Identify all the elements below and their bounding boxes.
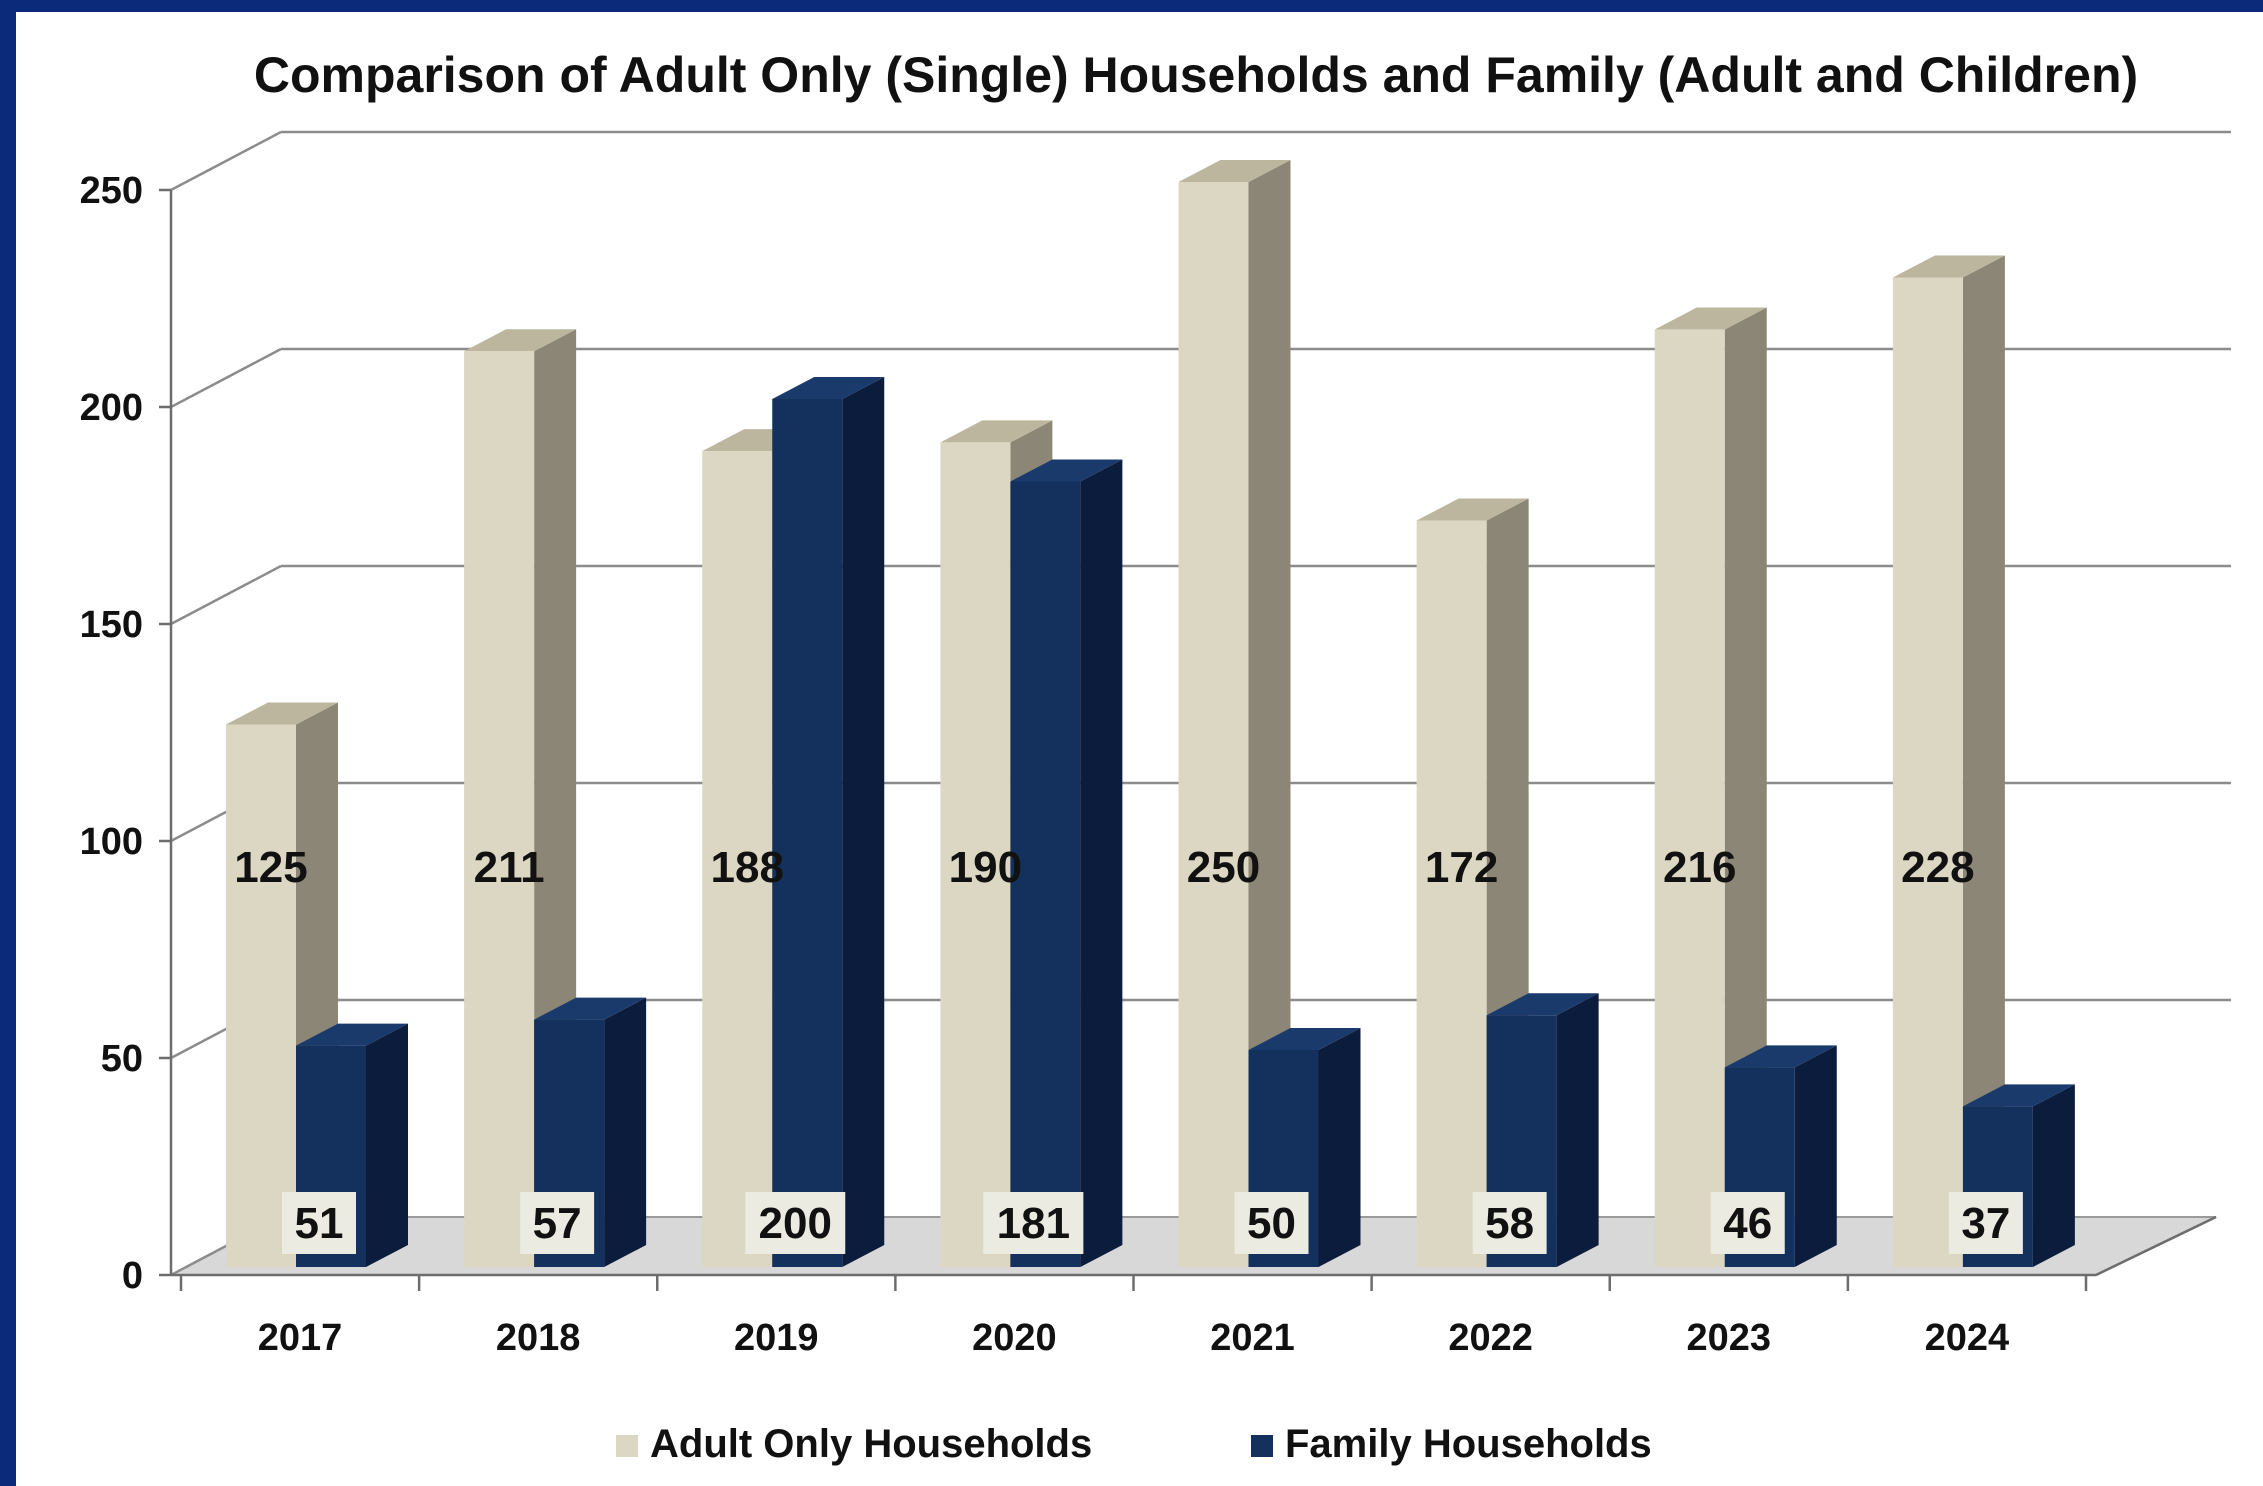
bar-family-side	[2032, 1084, 2075, 1267]
bar-adult-top	[226, 702, 338, 725]
data-label-adult: 216	[1663, 843, 1736, 892]
bar-family	[772, 399, 843, 1267]
bar-adult-top	[1416, 498, 1529, 521]
bar-family-side	[1080, 459, 1123, 1268]
bar-family-top	[1010, 459, 1123, 482]
x-tick-label: 2019	[734, 1317, 819, 1359]
bar-family-top	[1486, 993, 1599, 1016]
data-label-family: 46	[1723, 1199, 1772, 1248]
chart-svg: Comparison of Adult Only (Single) Househ…	[80, 47, 2231, 1466]
floor-edge	[2095, 1215, 2217, 1277]
bar-family-side	[1318, 1028, 1361, 1267]
y-tick-label: 200	[80, 387, 143, 429]
bar-family-top	[1724, 1045, 1837, 1068]
y-tick-label: 250	[80, 170, 143, 212]
x-tick-label: 2021	[1210, 1317, 1295, 1359]
legend-swatch	[616, 1435, 638, 1457]
bar-family-top	[1962, 1084, 2075, 1107]
bar-adult-side	[1962, 255, 2005, 1268]
bar-family-top	[296, 1023, 408, 1046]
legend: Adult Only Households Family Households	[616, 1422, 1652, 1466]
chart-frame: Comparison of Adult Only (Single) Househ…	[16, 12, 2263, 1486]
x-tick-label: 2017	[258, 1317, 343, 1359]
data-labels: 125 51 211 57 188 200 190 181 250 50 172 58 216 46 228…	[234, 843, 2023, 1254]
data-label-adult: 188	[711, 843, 784, 892]
data-label-box	[983, 1192, 1084, 1254]
chart-title: Comparison of Adult Only (Single) Househ…	[254, 47, 2138, 103]
data-label-family: 57	[533, 1199, 582, 1248]
bar-adult-side	[1724, 307, 1767, 1267]
bar-adult-top	[464, 329, 577, 352]
bar-adult-top	[1892, 255, 2005, 278]
bar-adult-top	[940, 420, 1053, 443]
bar-adult	[940, 442, 1011, 1267]
bar-family-side	[1556, 993, 1599, 1267]
data-label-box	[1234, 1192, 1309, 1254]
bar-family-side	[604, 997, 647, 1267]
bar-adult	[1416, 520, 1487, 1267]
x-tick-label: 2022	[1448, 1317, 1533, 1359]
data-label-adult: 125	[234, 843, 307, 892]
data-label-family: 58	[1485, 1199, 1534, 1248]
bar-family	[1010, 481, 1081, 1268]
y-tick-label: 150	[80, 604, 143, 646]
bar-family-top	[1248, 1028, 1361, 1050]
data-label-box	[1472, 1192, 1547, 1254]
data-label-family: 50	[1247, 1199, 1296, 1248]
x-tick-label: 2020	[972, 1317, 1057, 1359]
bar-family-side	[842, 377, 885, 1267]
legend-label: Family Households	[1285, 1422, 1652, 1466]
gridline-side	[170, 564, 282, 626]
data-label-family: 200	[759, 1199, 832, 1248]
data-label-box	[1710, 1192, 1785, 1254]
gridline-side	[170, 347, 282, 409]
legend-label: Adult Only Households	[650, 1422, 1092, 1466]
bar-family-side	[1794, 1045, 1837, 1267]
data-label-adult: 228	[1901, 843, 1974, 892]
data-label-adult: 211	[474, 843, 545, 892]
data-label-box	[282, 1192, 356, 1254]
bar-adult	[702, 451, 773, 1268]
data-label-adult: 172	[1425, 843, 1498, 892]
data-label-box	[520, 1192, 595, 1254]
bar-adult-top	[1654, 307, 1767, 330]
data-label-adult: 190	[949, 843, 1022, 892]
bar-family-top	[772, 377, 885, 399]
y-axis-ticks: 0 50 100 150 200 250	[80, 170, 173, 1297]
bar-adult	[1892, 277, 1963, 1268]
gridline-side	[170, 130, 282, 192]
bar-adult	[1178, 182, 1249, 1267]
bar-adult-top	[1178, 160, 1291, 182]
data-label-box	[1948, 1192, 2023, 1254]
x-tick-label: 2024	[1925, 1317, 2010, 1359]
x-axis-ticks: 2017 2018 2019 2020 2021 2022 2023 2024	[171, 1215, 2217, 1359]
bar-adult-side	[1248, 160, 1291, 1267]
bar-adult	[464, 351, 535, 1267]
data-label-box	[745, 1192, 846, 1254]
x-tick-label: 2018	[496, 1317, 581, 1359]
legend-swatch	[1251, 1435, 1273, 1457]
data-label-adult: 250	[1187, 843, 1260, 892]
y-tick-label: 50	[101, 1038, 143, 1080]
bar-adult	[1654, 329, 1725, 1267]
y-tick-label: 0	[122, 1255, 143, 1297]
y-tick-label: 100	[80, 821, 143, 863]
bar-adult	[226, 724, 296, 1267]
data-label-family: 51	[295, 1199, 344, 1248]
bars	[226, 160, 2075, 1268]
bar-family-side	[366, 1023, 408, 1267]
bar-family-top	[534, 997, 647, 1020]
x-tick-label: 2023	[1687, 1317, 1772, 1359]
data-label-family: 181	[997, 1199, 1070, 1248]
data-label-family: 37	[1961, 1199, 2010, 1248]
